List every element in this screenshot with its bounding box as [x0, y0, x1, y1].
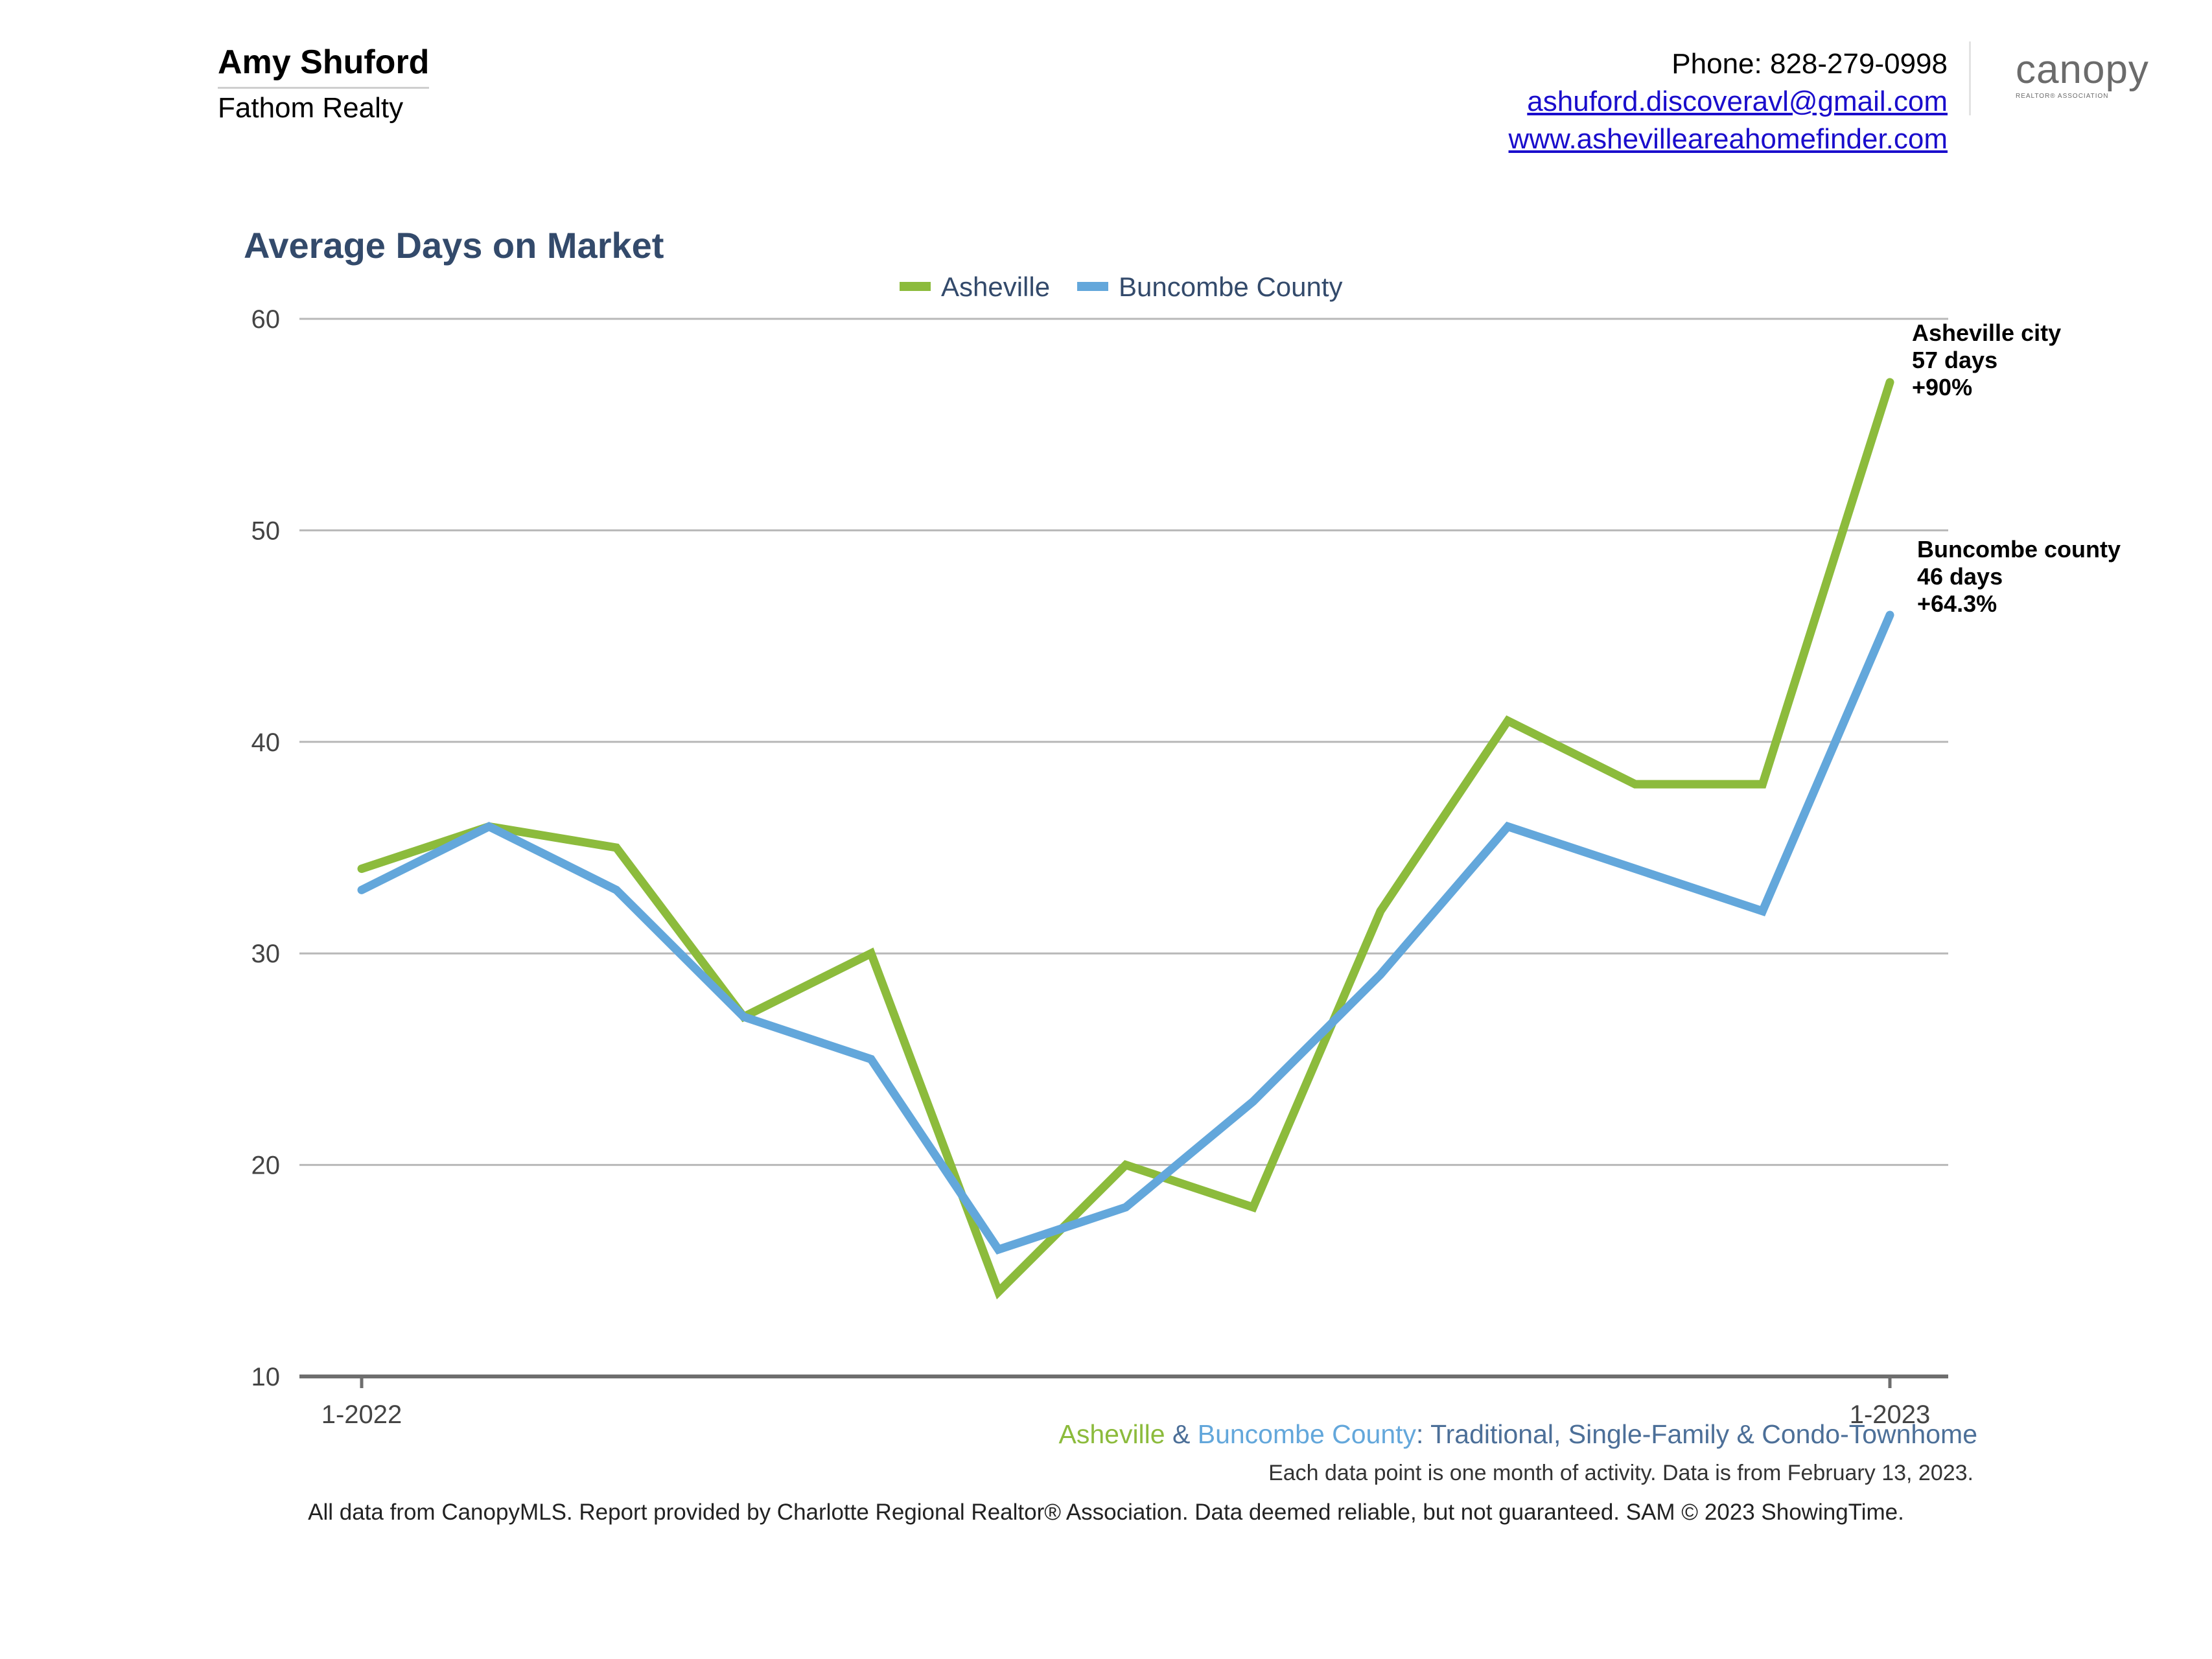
chart-title: Average Days on Market [244, 225, 664, 266]
canopy-logo: canopy REALTOR® ASSOCIATION [2016, 47, 2158, 101]
annotation-line: +64.3% [1917, 590, 1997, 617]
series-line-asheville [357, 378, 1894, 1300]
subtitle-ampersand: & [1165, 1419, 1198, 1449]
y-tick-label: 30 [251, 940, 281, 968]
x-axis-ticks: 1-2022 1-2023 [321, 1376, 1931, 1429]
website-link[interactable]: www.ashevilleareahomefinder.com [1508, 123, 1948, 155]
subtitle-buncombe: Buncombe County [1197, 1419, 1417, 1449]
grid-lines [299, 318, 1948, 1378]
legend-label: Buncombe County [1119, 272, 1343, 302]
legend-label: Asheville [941, 272, 1050, 302]
annotation-line: 46 days [1917, 563, 2003, 590]
subtitle-description: : Traditional, Single-Family & Condo-Tow… [1416, 1419, 1977, 1449]
phone-number: Phone: 828-279-0998 [1671, 48, 1948, 80]
email-link[interactable]: ashuford.discoveravl@gmail.com [1527, 86, 1948, 117]
chart-legend: Asheville Buncombe County [900, 272, 1343, 302]
y-tick-label: 60 [251, 305, 281, 334]
logo-subtext: REALTOR® ASSOCIATION [2016, 93, 2109, 100]
y-tick-label: 10 [251, 1363, 281, 1391]
contact-block: Phone: 828-279-0998 ashuford.discoveravl… [1509, 45, 1948, 158]
logo-wordmark: canopy [2016, 47, 2149, 92]
disclaimer: All data from CanopyMLS. Report provided… [308, 1500, 1904, 1525]
y-tick-label: 40 [251, 728, 281, 757]
chart-subtitle: Asheville & Buncombe County: Traditional… [1059, 1419, 1978, 1450]
agent-name: Amy Shuford [218, 43, 430, 89]
annotation-line: 57 days [1912, 347, 1997, 373]
data-note: Each data point is one month of activity… [1268, 1461, 1973, 1485]
x-tick-label: 1-2022 [321, 1400, 402, 1429]
y-tick-label: 20 [251, 1152, 281, 1180]
company-name: Fathom Realty [218, 92, 404, 124]
annotation-line: Asheville city [1912, 319, 2061, 346]
y-axis-ticks: 10 20 30 40 50 60 [251, 305, 281, 1391]
header-divider [1969, 41, 1971, 115]
annotation-line: Buncombe county [1917, 536, 2121, 563]
subtitle-asheville: Asheville [1058, 1419, 1165, 1449]
annotation-line: +90% [1912, 374, 1972, 400]
x-tick-label: 1-2023 [1850, 1400, 1931, 1429]
y-tick-label: 50 [251, 516, 281, 545]
series-line-buncombe-county [357, 610, 1894, 1255]
series-lines [357, 378, 1894, 1300]
